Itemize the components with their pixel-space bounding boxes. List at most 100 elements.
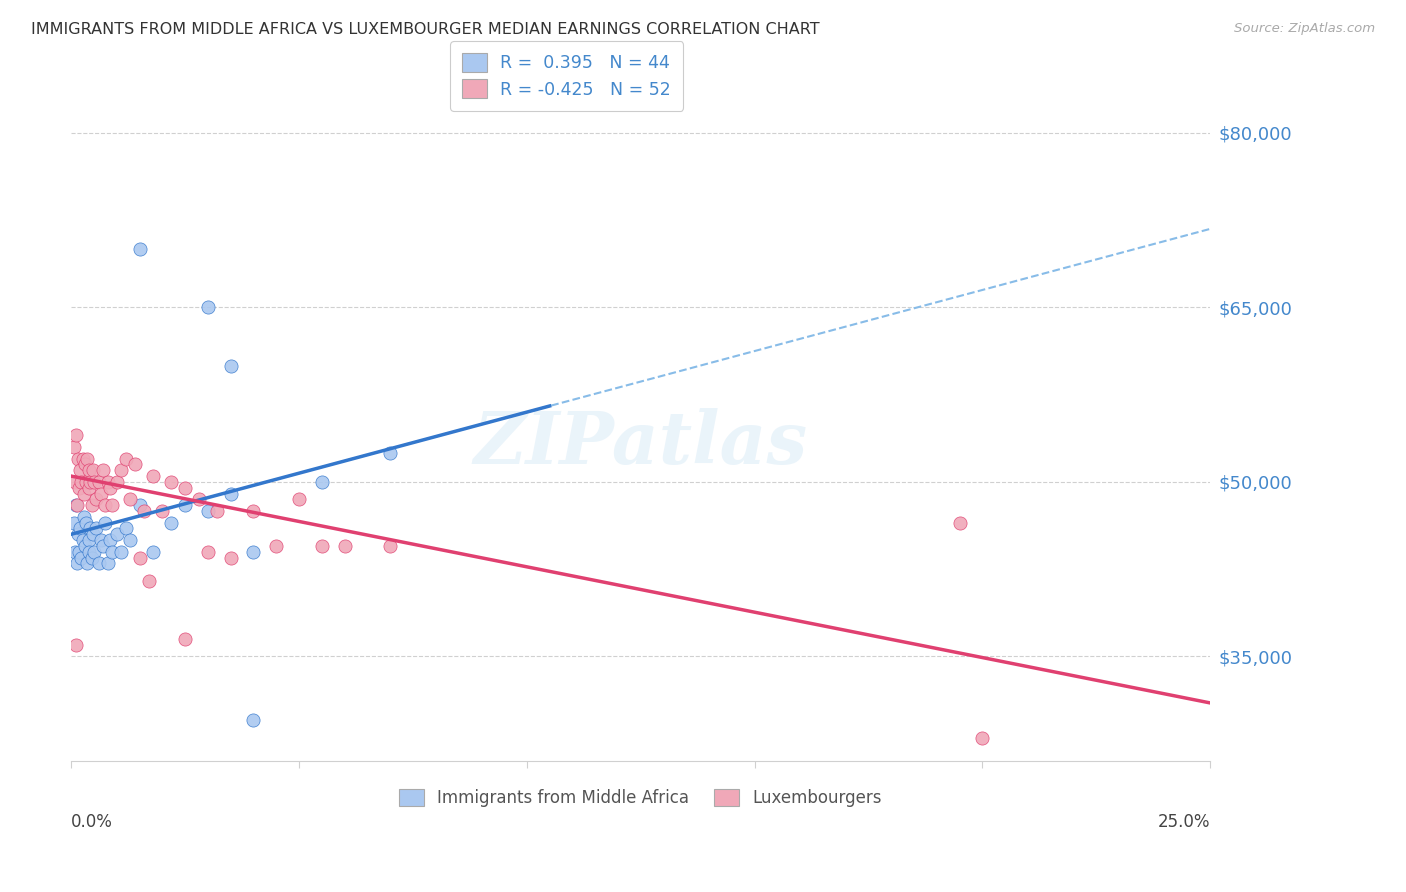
Point xyxy=(80,498,103,512)
Point xyxy=(87,557,110,571)
Point xyxy=(73,486,96,500)
Point xyxy=(160,516,183,530)
Point xyxy=(101,545,124,559)
Text: 0.0%: 0.0% xyxy=(72,814,112,831)
Legend: Immigrants from Middle Africa, Luxembourgers: Immigrants from Middle Africa, Luxembour… xyxy=(392,782,889,814)
Point xyxy=(76,451,98,466)
Point xyxy=(972,731,994,745)
Point xyxy=(174,481,197,495)
Point xyxy=(97,557,120,571)
Point xyxy=(101,498,124,512)
Point xyxy=(83,545,105,559)
Point xyxy=(63,475,86,489)
Point xyxy=(128,498,150,512)
Point xyxy=(128,550,150,565)
Point xyxy=(378,446,401,460)
Point xyxy=(83,475,105,489)
Point xyxy=(73,509,96,524)
Point xyxy=(174,498,197,512)
Point xyxy=(67,451,90,466)
Point xyxy=(73,539,96,553)
Point xyxy=(69,481,91,495)
Point xyxy=(69,545,91,559)
Point xyxy=(79,545,101,559)
Point xyxy=(242,714,264,728)
Point xyxy=(63,545,86,559)
Point xyxy=(128,242,150,256)
Point xyxy=(65,638,87,652)
Text: 25.0%: 25.0% xyxy=(1157,814,1211,831)
Point xyxy=(65,498,87,512)
Point xyxy=(197,545,219,559)
Point xyxy=(75,516,97,530)
Point xyxy=(311,539,333,553)
Point xyxy=(120,533,142,547)
Point xyxy=(115,451,138,466)
Point xyxy=(69,521,91,535)
Point xyxy=(242,545,264,559)
Point xyxy=(70,475,93,489)
Point xyxy=(197,504,219,518)
Point xyxy=(187,492,209,507)
Text: IMMIGRANTS FROM MIDDLE AFRICA VS LUXEMBOURGER MEDIAN EARNINGS CORRELATION CHART: IMMIGRANTS FROM MIDDLE AFRICA VS LUXEMBO… xyxy=(31,22,820,37)
Point xyxy=(82,463,104,477)
Point xyxy=(120,492,142,507)
Point xyxy=(72,451,94,466)
Point xyxy=(87,475,110,489)
Point xyxy=(77,481,100,495)
Point xyxy=(91,463,114,477)
Point xyxy=(90,533,112,547)
Point xyxy=(110,463,132,477)
Point xyxy=(115,521,138,535)
Point xyxy=(105,475,128,489)
Point xyxy=(62,516,84,530)
Point xyxy=(333,539,356,553)
Point xyxy=(90,486,112,500)
Point xyxy=(138,574,160,588)
Point xyxy=(76,557,98,571)
Point xyxy=(98,533,121,547)
Point xyxy=(219,486,242,500)
Point xyxy=(67,527,90,541)
Point xyxy=(66,498,89,512)
Point xyxy=(160,475,183,489)
Point xyxy=(150,504,173,518)
Point xyxy=(949,516,972,530)
Point xyxy=(94,516,117,530)
Point xyxy=(62,440,84,454)
Point xyxy=(84,521,107,535)
Point xyxy=(79,463,101,477)
Point xyxy=(73,458,96,472)
Point xyxy=(219,359,242,373)
Point xyxy=(134,504,156,518)
Point xyxy=(205,504,228,518)
Point xyxy=(84,492,107,507)
Point xyxy=(378,539,401,553)
Point xyxy=(264,539,287,553)
Point xyxy=(142,545,165,559)
Point xyxy=(75,475,97,489)
Point xyxy=(219,550,242,565)
Point xyxy=(65,428,87,442)
Point xyxy=(70,550,93,565)
Point xyxy=(66,557,89,571)
Point xyxy=(79,521,101,535)
Point xyxy=(80,550,103,565)
Point xyxy=(79,475,101,489)
Point xyxy=(69,463,91,477)
Point xyxy=(142,469,165,483)
Point xyxy=(174,632,197,646)
Point xyxy=(97,475,120,489)
Point xyxy=(105,527,128,541)
Point xyxy=(110,545,132,559)
Point xyxy=(98,481,121,495)
Point xyxy=(311,475,333,489)
Point xyxy=(82,527,104,541)
Text: Source: ZipAtlas.com: Source: ZipAtlas.com xyxy=(1234,22,1375,36)
Point xyxy=(288,492,311,507)
Point xyxy=(94,498,117,512)
Point xyxy=(124,458,146,472)
Point xyxy=(242,504,264,518)
Text: ZIPatlas: ZIPatlas xyxy=(474,409,808,480)
Point xyxy=(91,539,114,553)
